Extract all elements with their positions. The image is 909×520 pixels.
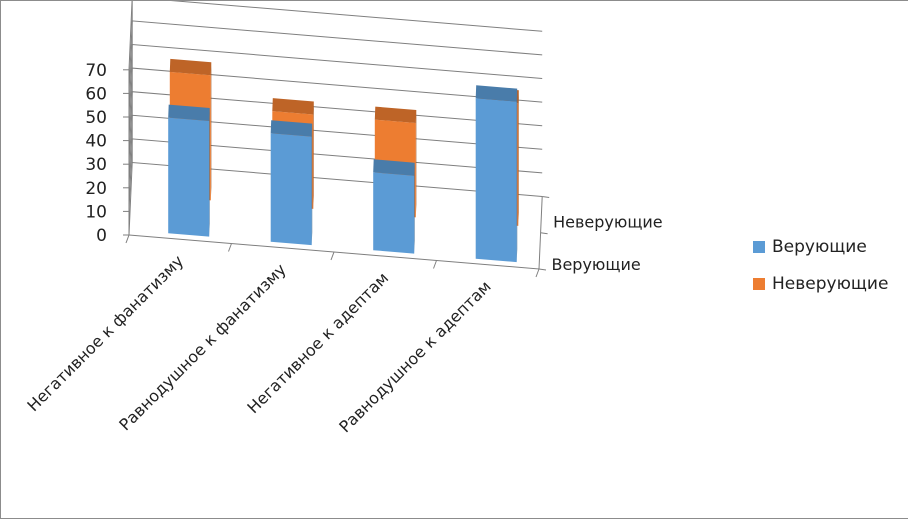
gridline [128, 67, 543, 141]
legend-label: Неверующие [772, 274, 888, 294]
bar-top [169, 58, 212, 76]
bar-front [270, 133, 312, 246]
legend: Верующие Неверующие [753, 237, 888, 294]
bar-side [518, 90, 519, 226]
bar-side [516, 88, 518, 263]
bar-front [475, 98, 517, 263]
x-tick-mark [535, 268, 540, 278]
y-tick-label: 50 [85, 108, 107, 128]
legend-swatch [753, 278, 765, 290]
bar-front-1 [168, 104, 210, 237]
bar-side [210, 62, 212, 201]
bar-top [475, 85, 518, 102]
depth-tick-mark [540, 232, 548, 235]
depth-label: Неверующие [553, 213, 663, 232]
y-tick-label: 0 [96, 226, 107, 246]
y-tick-label: 10 [85, 202, 107, 222]
depth-tick-mark [538, 268, 547, 271]
legend-swatch [753, 241, 765, 253]
bar-top [374, 106, 417, 123]
bar-front [373, 172, 415, 254]
x-tick-mark [330, 251, 335, 261]
bar-top [270, 120, 313, 137]
depth-tick-mark [542, 196, 550, 198]
bar-top [373, 159, 415, 176]
y-tick-label: 20 [85, 179, 107, 199]
series-bars-back [169, 58, 519, 226]
bar-side [209, 108, 210, 237]
series-bars-front [168, 85, 518, 263]
bar-top [272, 98, 314, 115]
gridline [128, 20, 543, 94]
bar-side [415, 110, 417, 218]
bar-side [311, 123, 313, 246]
legend-item: Верующие [753, 237, 867, 257]
x-tick-mark [433, 260, 437, 269]
y-tick-label: 40 [85, 132, 107, 152]
bar-front-3 [373, 159, 415, 254]
bar-front-4 [475, 85, 518, 263]
bar-top [168, 104, 210, 121]
y-tick-label: 60 [85, 84, 107, 104]
y-tick-label: 30 [85, 155, 107, 175]
y-tick-label: 70 [85, 61, 107, 81]
depth-label: Верующие [551, 255, 640, 274]
bar-side [414, 162, 415, 254]
gridline [128, 1, 543, 70]
depth-axis-labels: Верующие Неверующие [551, 213, 662, 274]
bar-side [313, 101, 314, 209]
x-tick-mark [125, 234, 130, 244]
legend-label: Верующие [772, 237, 867, 257]
bar-front-2 [270, 120, 313, 246]
gridline [128, 43, 543, 118]
x-tick-mark [228, 243, 232, 252]
bar-front [168, 117, 210, 237]
y-axis-ticks: 0 10 20 30 40 50 60 70 [85, 61, 129, 246]
legend-item: Неверующие [753, 274, 888, 294]
